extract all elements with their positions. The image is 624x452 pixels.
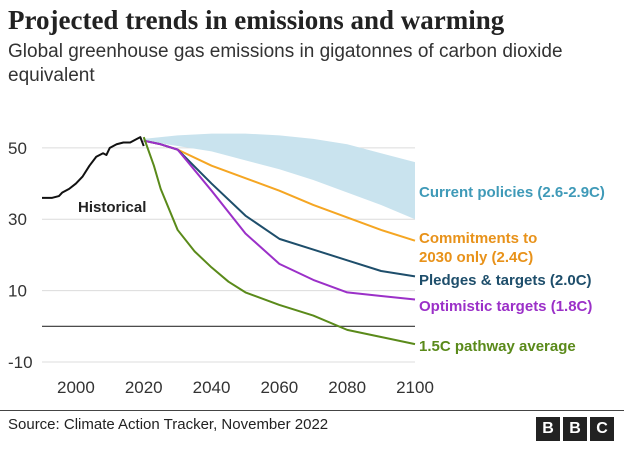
y-tick-label-10: 10	[8, 282, 27, 301]
x-tick-label-2020: 2020	[125, 378, 163, 397]
x-tick-label-2100: 2100	[396, 378, 434, 397]
label-current-policies: Current policies (2.6-2.9C)	[419, 184, 605, 201]
y-tick-label-30: 30	[8, 210, 27, 229]
bbc-logo-letter-b1: B	[536, 417, 560, 441]
label-optimistic-targets: Optimistic targets (1.8C)	[419, 298, 592, 315]
series-line-optimistic-targets-1-8c	[143, 139, 416, 301]
bbc-logo-letter-b2: B	[563, 417, 587, 441]
bbc-logo-letter-c: C	[590, 417, 614, 441]
label-pledges-targets: Pledges & targets (2.0C)	[419, 272, 592, 289]
x-tick-label-2060: 2060	[260, 378, 298, 397]
current-policies-band	[143, 133, 415, 220]
footer-divider	[0, 410, 624, 411]
bbc-logo: B B C	[536, 417, 614, 441]
chart-title: Projected trends in emissions and warmin…	[8, 5, 505, 35]
series-line-historical	[42, 136, 145, 199]
series-line-1-5c-pathway-average	[142, 136, 416, 346]
label-commitments-line2: 2030 only (2.4C)	[419, 249, 533, 266]
y-tick-label--10: -10	[8, 353, 33, 372]
chart-subtitle: Global greenhouse gas emissions in gigat…	[8, 41, 563, 86]
emissions-chart: -10 10 30 50 2000 2020 2040 2060 2080 2100 Histori…	[8, 133, 605, 397]
label-commitments-line1: Commitments to	[419, 230, 537, 247]
x-tick-label-2040: 2040	[193, 378, 231, 397]
label-historical: Historical	[78, 199, 146, 216]
x-tick-label-2000: 2000	[57, 378, 95, 397]
source-note: Source: Climate Action Tracker, November…	[8, 416, 329, 433]
x-tick-label-2080: 2080	[328, 378, 366, 397]
label-pathway-average: 1.5C pathway average	[419, 338, 576, 355]
y-tick-label-50: 50	[8, 139, 27, 158]
